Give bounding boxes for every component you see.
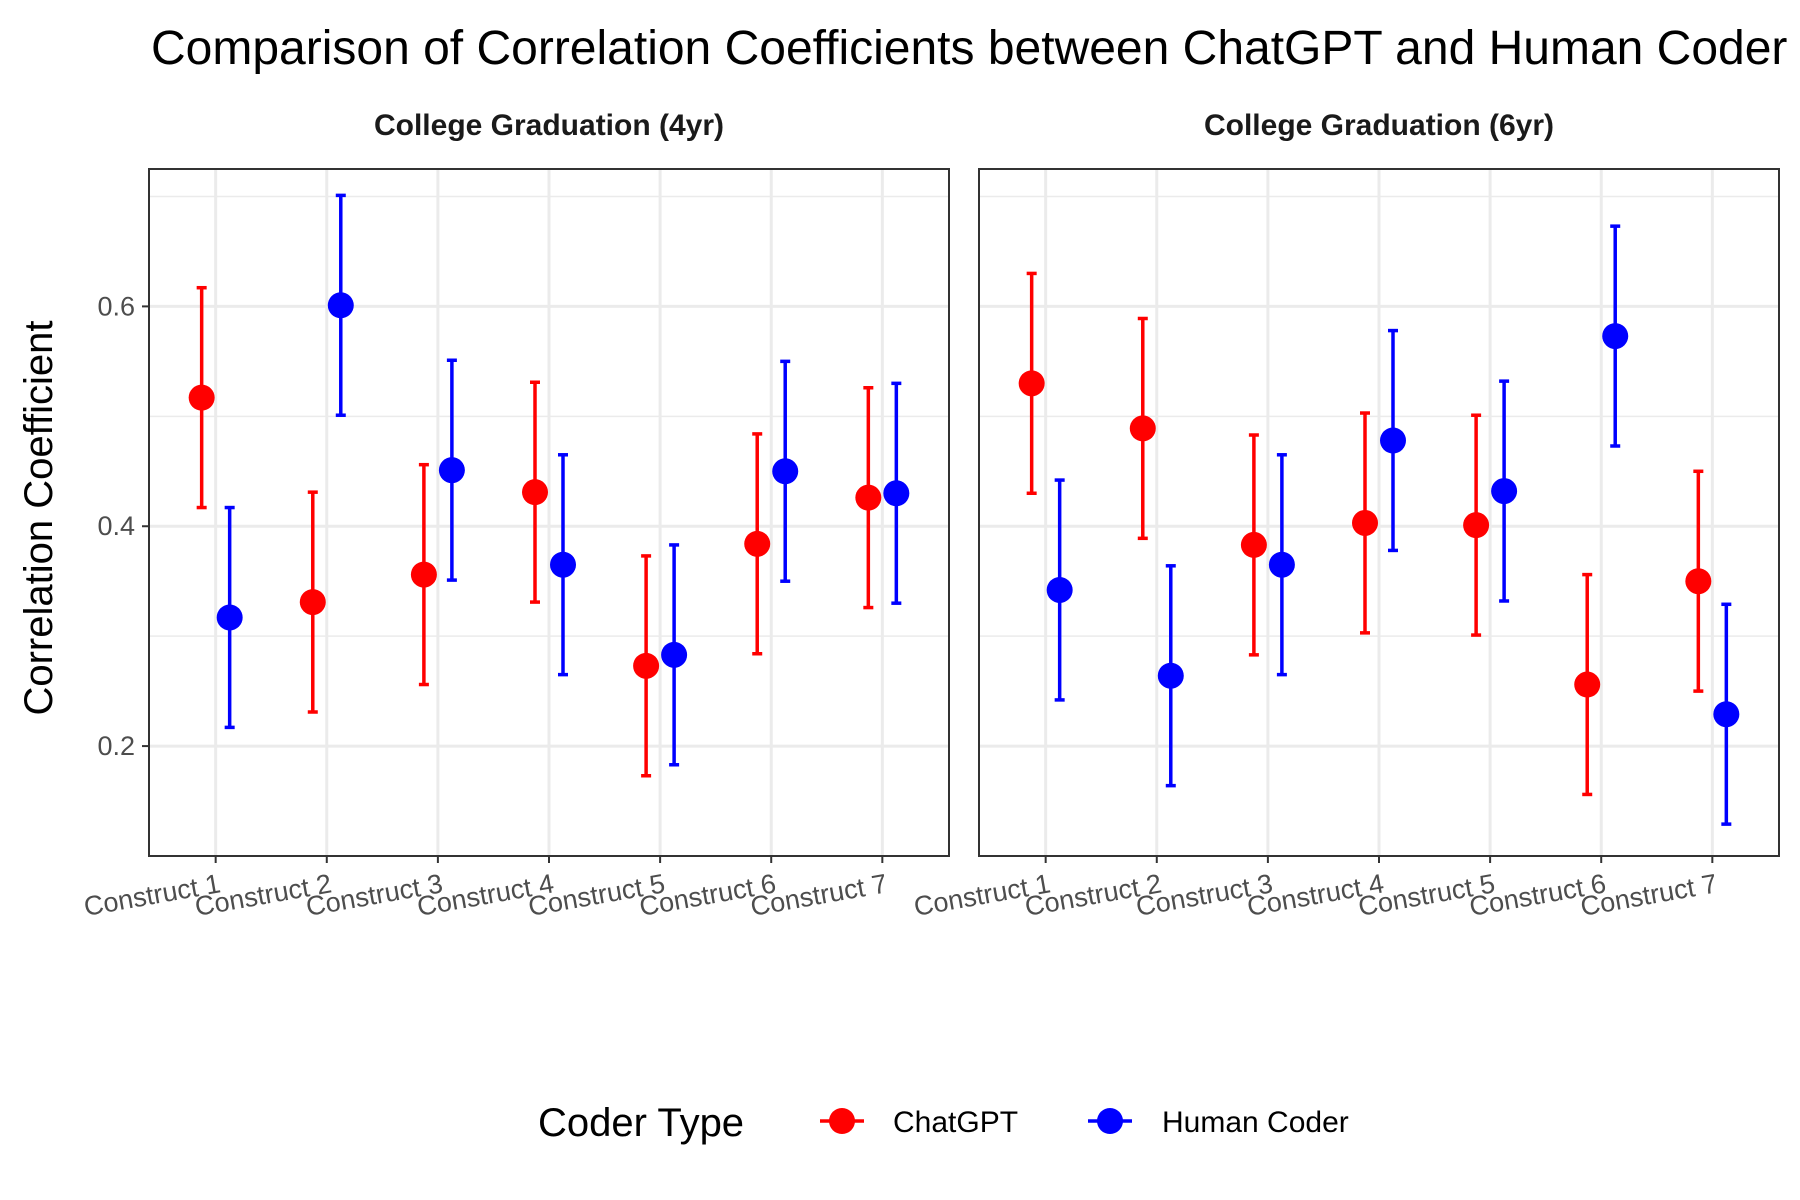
- legend-key-chatgpt: [820, 1108, 864, 1134]
- legend-key-point: [1097, 1108, 1123, 1134]
- data-point-chatgpt: [522, 479, 548, 506]
- panel-border: [978, 168, 1780, 857]
- data-point-chatgpt: [1685, 568, 1712, 595]
- data-point-human-coder: [327, 292, 354, 319]
- data-point-chatgpt: [1129, 415, 1156, 442]
- legend-label-chatgpt: ChatGPT: [893, 1106, 1018, 1139]
- data-point-chatgpt: [188, 384, 215, 411]
- data-point-human-coder: [550, 551, 576, 578]
- data-point-chatgpt: [1463, 512, 1490, 539]
- chart-title: Comparison of Correlation Coefficients b…: [151, 22, 1787, 75]
- legend-title: Coder Type: [538, 1101, 744, 1145]
- data-point-human-coder: [883, 480, 910, 507]
- data-point-chatgpt: [1574, 671, 1601, 698]
- data-point-chatgpt: [1018, 370, 1045, 397]
- data-point-human-coder: [1713, 701, 1740, 728]
- data-point-human-coder: [438, 457, 465, 484]
- panels: College Graduation (4yr)0.20.40.6Constru…: [82, 109, 1780, 922]
- data-point-chatgpt: [744, 530, 771, 557]
- panel-title: College Graduation (6yr): [1204, 109, 1554, 142]
- data-point-human-coder: [216, 604, 243, 631]
- y-tick-label: 0.6: [97, 291, 135, 321]
- data-point-chatgpt: [855, 484, 882, 511]
- data-point-human-coder: [1491, 478, 1518, 505]
- legend-key-human-coder: [1088, 1108, 1132, 1134]
- data-point-chatgpt: [410, 561, 437, 588]
- data-point-chatgpt: [299, 589, 326, 616]
- data-point-chatgpt: [1352, 509, 1378, 536]
- legend: Coder Type ChatGPT Human Coder: [538, 1101, 1349, 1145]
- data-point-human-coder: [772, 458, 799, 485]
- panel-1: College Graduation (4yr)0.20.40.6Constru…: [82, 109, 950, 922]
- panel-title: College Graduation (4yr): [374, 109, 724, 142]
- data-point-human-coder: [1602, 323, 1629, 350]
- y-axis-title: Correlation Coefficient: [17, 320, 61, 715]
- y-tick-label: 0.2: [97, 731, 135, 761]
- data-point-chatgpt: [633, 652, 660, 679]
- legend-key-point: [829, 1108, 855, 1134]
- data-point-human-coder: [1157, 662, 1184, 689]
- data-point-human-coder: [1380, 427, 1406, 454]
- data-point-human-coder: [661, 641, 688, 668]
- legend-label-human-coder: Human Coder: [1162, 1106, 1349, 1139]
- data-point-chatgpt: [1240, 531, 1267, 558]
- data-point-human-coder: [1046, 576, 1073, 603]
- panel-2: College Graduation (6yr)Construct 1Const…: [912, 109, 1780, 922]
- y-tick-label: 0.4: [97, 511, 135, 541]
- panel-border: [148, 168, 950, 857]
- data-point-human-coder: [1268, 551, 1295, 578]
